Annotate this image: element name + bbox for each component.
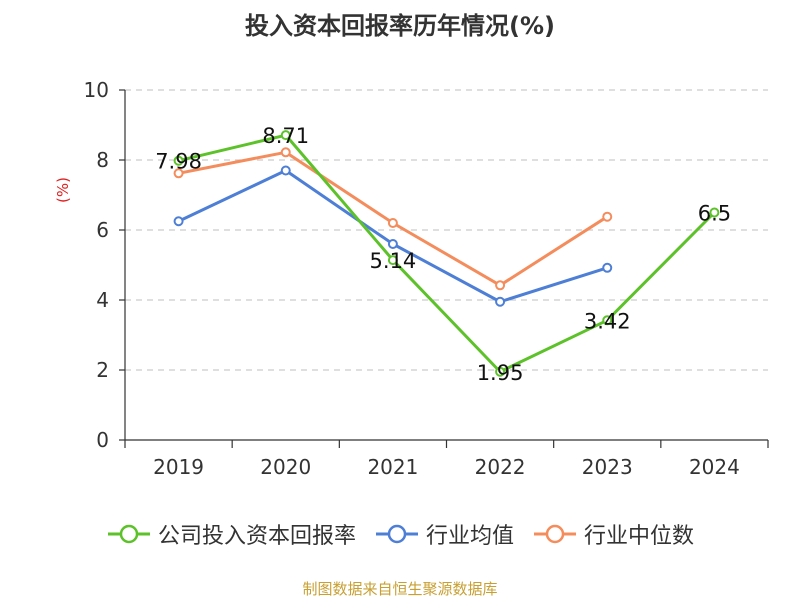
x-tick-label: 2021 [367,455,418,479]
y-tick-label: 4 [96,288,109,312]
data-point [602,262,613,273]
legend-swatch-icon [375,524,418,544]
data-point [387,218,398,228]
y-tick-label: 6 [96,218,109,242]
data-label: 8.71 [262,124,309,148]
data-point [173,168,184,179]
series-line [178,133,716,374]
legend-label: 行业均值 [425,524,514,549]
x-tick-label: 2022 [475,455,526,479]
series-line [177,169,608,304]
source-note: 制图数据来自恒生聚源数据库 [302,580,498,598]
data-label: 3.42 [584,309,631,333]
chart-title: 投入资本回报率历年情况(%) [245,12,555,40]
x-tick-label: 2020 [260,455,311,479]
data-label: 5.14 [370,249,417,273]
legend-label: 行业中位数 [584,524,695,549]
y-tick-label: 8 [96,148,109,172]
x-tick-label: 2019 [153,455,204,479]
data-point [173,155,184,166]
y-tick-label: 0 [96,428,109,452]
legend-item[interactable]: 行业均值 [374,518,514,550]
data-point [495,280,506,291]
y-tick-label: 2 [96,358,109,382]
data-point [280,165,291,176]
data-point [173,216,184,227]
data-point [387,255,398,266]
x-tick-label: 2023 [582,455,633,479]
data-label: 7.98 [155,150,202,174]
x-tick-label: 2024 [689,455,740,479]
data-point [495,296,506,307]
data-point [709,207,720,218]
data-point [602,315,613,326]
data-label: 6.5 [698,202,731,226]
data-point [387,239,398,249]
data-point [602,211,613,222]
legend-swatch-icon [107,524,150,544]
legend-item[interactable]: 公司投入资本回报率 [106,518,356,550]
legend: 公司投入资本回报率 行业均值 行业中位数 [0,518,800,550]
data-point [280,147,291,158]
legend-item[interactable]: 行业中位数 [532,518,694,550]
data-point [495,366,506,377]
y-tick-label: 10 [84,78,109,102]
data-point [280,130,291,141]
legend-swatch-icon [534,524,576,544]
data-label: 1.95 [477,361,524,385]
legend-label: 公司投入资本回报率 [157,524,356,549]
y-axis-label: (%) [54,177,72,203]
